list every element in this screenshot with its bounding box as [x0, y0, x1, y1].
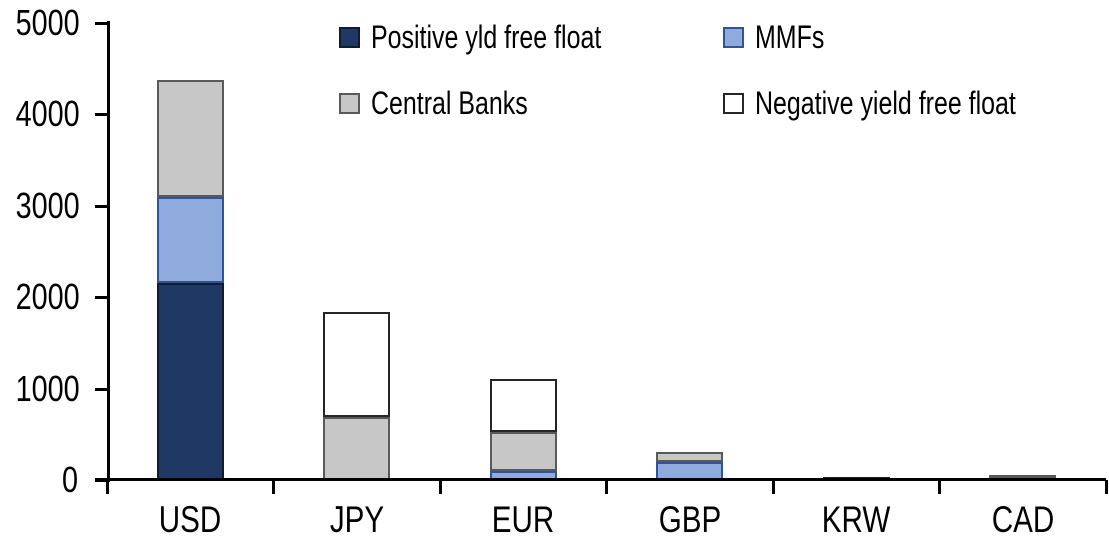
x-axis-line — [95, 478, 1106, 481]
legend-item-mmfs: MMFs — [723, 21, 844, 53]
x-axis-tick — [272, 480, 275, 494]
x-axis-category-label: KRW — [821, 499, 891, 540]
legend-item-negative-yield-free-float: Negative yield free float — [723, 87, 1089, 119]
y-axis-tick — [95, 387, 108, 391]
bar-segment-negative-yield-free-float — [489, 378, 557, 432]
bar-segment-central-banks — [156, 79, 224, 197]
legend-swatch-negative-yield-free-float-icon — [723, 92, 744, 114]
x-axis-category-label: GBP — [658, 499, 721, 540]
x-axis-category-label: EUR — [492, 499, 555, 540]
bar-segment-central-banks — [656, 451, 724, 462]
y-axis-tick-label: 2000 — [15, 276, 80, 318]
y-axis-tick — [95, 113, 108, 117]
y-axis-tick-label: 0 — [61, 459, 78, 500]
y-axis-tick-label: 1000 — [15, 367, 80, 409]
legend-item-positive-yld-free-float: Positive yld free float — [339, 21, 666, 53]
x-axis-tick — [938, 480, 941, 494]
legend-label: Negative yield free float — [755, 85, 1016, 121]
bar-segment-positive-yld-free-float — [156, 283, 224, 480]
y-axis-tick — [95, 296, 108, 300]
x-axis-tick — [1104, 480, 1108, 494]
bar-segment-central-banks — [323, 416, 391, 480]
bar-segment-central-banks — [489, 431, 557, 471]
x-axis-tick — [771, 480, 775, 494]
legend-label: Central Banks — [371, 85, 528, 121]
legend-label: MMFs — [755, 19, 825, 55]
x-axis-tick — [605, 480, 608, 494]
y-axis-tick-label: 4000 — [15, 93, 80, 135]
x-axis-category-label: CAD — [991, 499, 1055, 540]
x-axis-category-label: USD — [159, 499, 222, 540]
x-axis-tick — [438, 480, 442, 494]
legend-item-central-banks: Central Banks — [339, 87, 572, 119]
bar-segment-mmfs — [156, 196, 224, 284]
y-axis-tick-label: 3000 — [15, 184, 80, 226]
y-axis-tick-label: 5000 — [15, 2, 80, 43]
legend-swatch-positive-yld-free-float-icon — [339, 26, 360, 48]
y-axis-tick — [95, 22, 108, 25]
legend-swatch-mmfs-icon — [723, 26, 744, 48]
y-axis-line — [107, 21, 110, 482]
legend-swatch-central-banks-icon — [339, 92, 360, 114]
bar-segment-central-banks — [989, 474, 1057, 479]
legend-label: Positive yld free float — [371, 19, 602, 55]
x-axis-tick — [105, 480, 109, 494]
x-axis-category-label: JPY — [329, 499, 384, 540]
bar-segment-negative-yield-free-float — [323, 311, 391, 417]
y-axis-tick — [95, 204, 108, 208]
